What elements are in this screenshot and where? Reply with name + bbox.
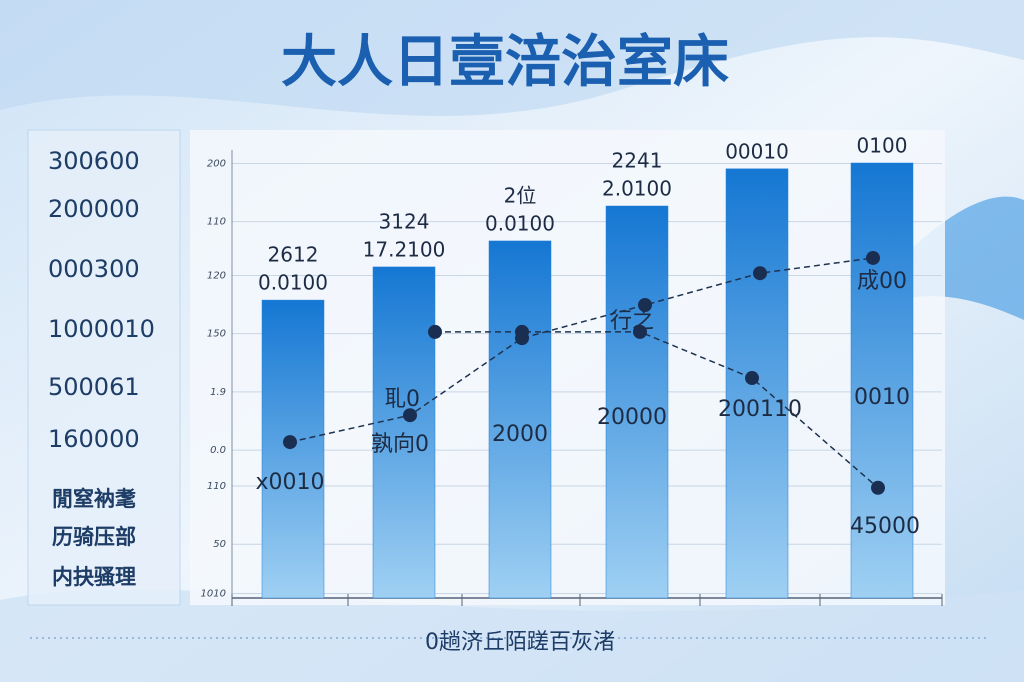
annotation: 45000 [850,514,920,539]
side-panel [27,129,181,606]
side-value: 160000 [48,425,140,453]
line [289,257,874,443]
side-text: 閒窒衲耄 [52,487,136,511]
bar-label: 2612 [268,243,319,267]
annotation: 2000 [492,422,548,447]
bar [488,240,552,599]
point [633,324,647,339]
caption: 0趟济丘陌蹉百灰渚 [425,630,615,655]
wave [0,589,1024,682]
side-text: 历骑压部 [52,525,136,549]
y-tick-label: 110 [207,217,226,228]
bar [605,205,669,599]
y-tick-label: 1.9 [210,387,226,398]
annotation: 200110 [718,397,802,422]
annotation: 耴0 [384,387,420,412]
point [515,324,529,339]
bar-label: 0.0100 [258,271,328,295]
side-value: 000300 [48,255,140,283]
side-value: 200000 [48,195,140,223]
point [428,324,442,339]
bar-label: 2241 [612,149,663,173]
y-tick-label: 110 [207,481,226,492]
bar-label: 2.0100 [602,177,672,201]
annotation: 20000 [597,405,667,430]
y-tick-label: 150 [207,329,226,340]
y-tick-label: 120 [207,270,226,281]
point [283,435,297,450]
point [745,371,759,386]
bar-label: 0.0100 [485,211,555,235]
side-value: 500061 [48,373,140,401]
bar-label: 2位 [504,183,537,207]
bar [261,299,325,599]
point [403,408,417,423]
annotation: 0010 [854,385,910,410]
point [753,266,767,281]
point [638,298,652,313]
bar [850,162,914,599]
y-tick-label: 0.0 [210,445,226,456]
annotation: 孰向0 [371,432,429,457]
y-tick-label: 200 [207,158,226,169]
wave [0,0,1024,116]
bar-label: 3124 [379,209,430,233]
side-value: 1000010 [48,315,155,343]
side-value: 300600 [48,147,140,175]
bar [372,266,436,599]
point [866,250,880,265]
bar-label: 17.2100 [363,237,446,261]
side-text: 内抉骚理 [52,565,136,589]
bar-label: 00010 [725,139,789,163]
y-tick-label: 50 [213,539,226,550]
bar-label: 0100 [857,133,908,157]
annotation: x0010 [255,470,324,495]
point [871,480,885,495]
annotation: 成00 [857,269,907,294]
annotation: 行之 [610,309,654,334]
y-tick-label: 1010 [201,589,226,600]
bar [725,168,789,599]
chart-title: 大人日壹涪治室床 [281,30,729,95]
